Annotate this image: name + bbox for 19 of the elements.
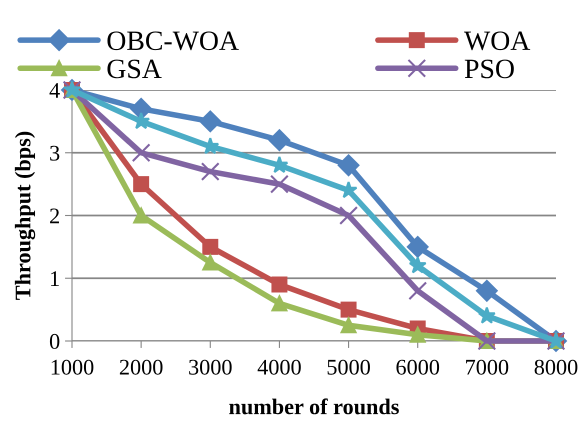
y-tick-label: 1 bbox=[51, 271, 59, 286]
legend-label: WOA bbox=[464, 31, 530, 50]
y-axis-title: Throughput (bps) bbox=[14, 132, 36, 300]
x-tick-label: 2000 bbox=[120, 360, 163, 375]
x-tick-label: 8000 bbox=[534, 360, 578, 375]
y-tick-label: 4 bbox=[50, 83, 60, 98]
legend-label: OBC-WOA bbox=[107, 31, 239, 50]
x-tick-label: 5000 bbox=[328, 360, 370, 375]
legend-label: PSO bbox=[464, 60, 514, 78]
x-tick-label: 4000 bbox=[258, 360, 301, 375]
x-tick-label: 6000 bbox=[396, 360, 440, 375]
x-tick-label: 7000 bbox=[466, 360, 508, 375]
x-tick-label: 1000 bbox=[52, 360, 94, 375]
y-tick-label: 0 bbox=[50, 334, 60, 349]
x-axis-title: number of rounds bbox=[229, 398, 399, 414]
y-tick-label: 2 bbox=[50, 208, 59, 224]
legend-label: GSA bbox=[107, 60, 162, 78]
x-tick-label: 3000 bbox=[189, 360, 232, 375]
y-tick-label: 3 bbox=[50, 146, 60, 161]
